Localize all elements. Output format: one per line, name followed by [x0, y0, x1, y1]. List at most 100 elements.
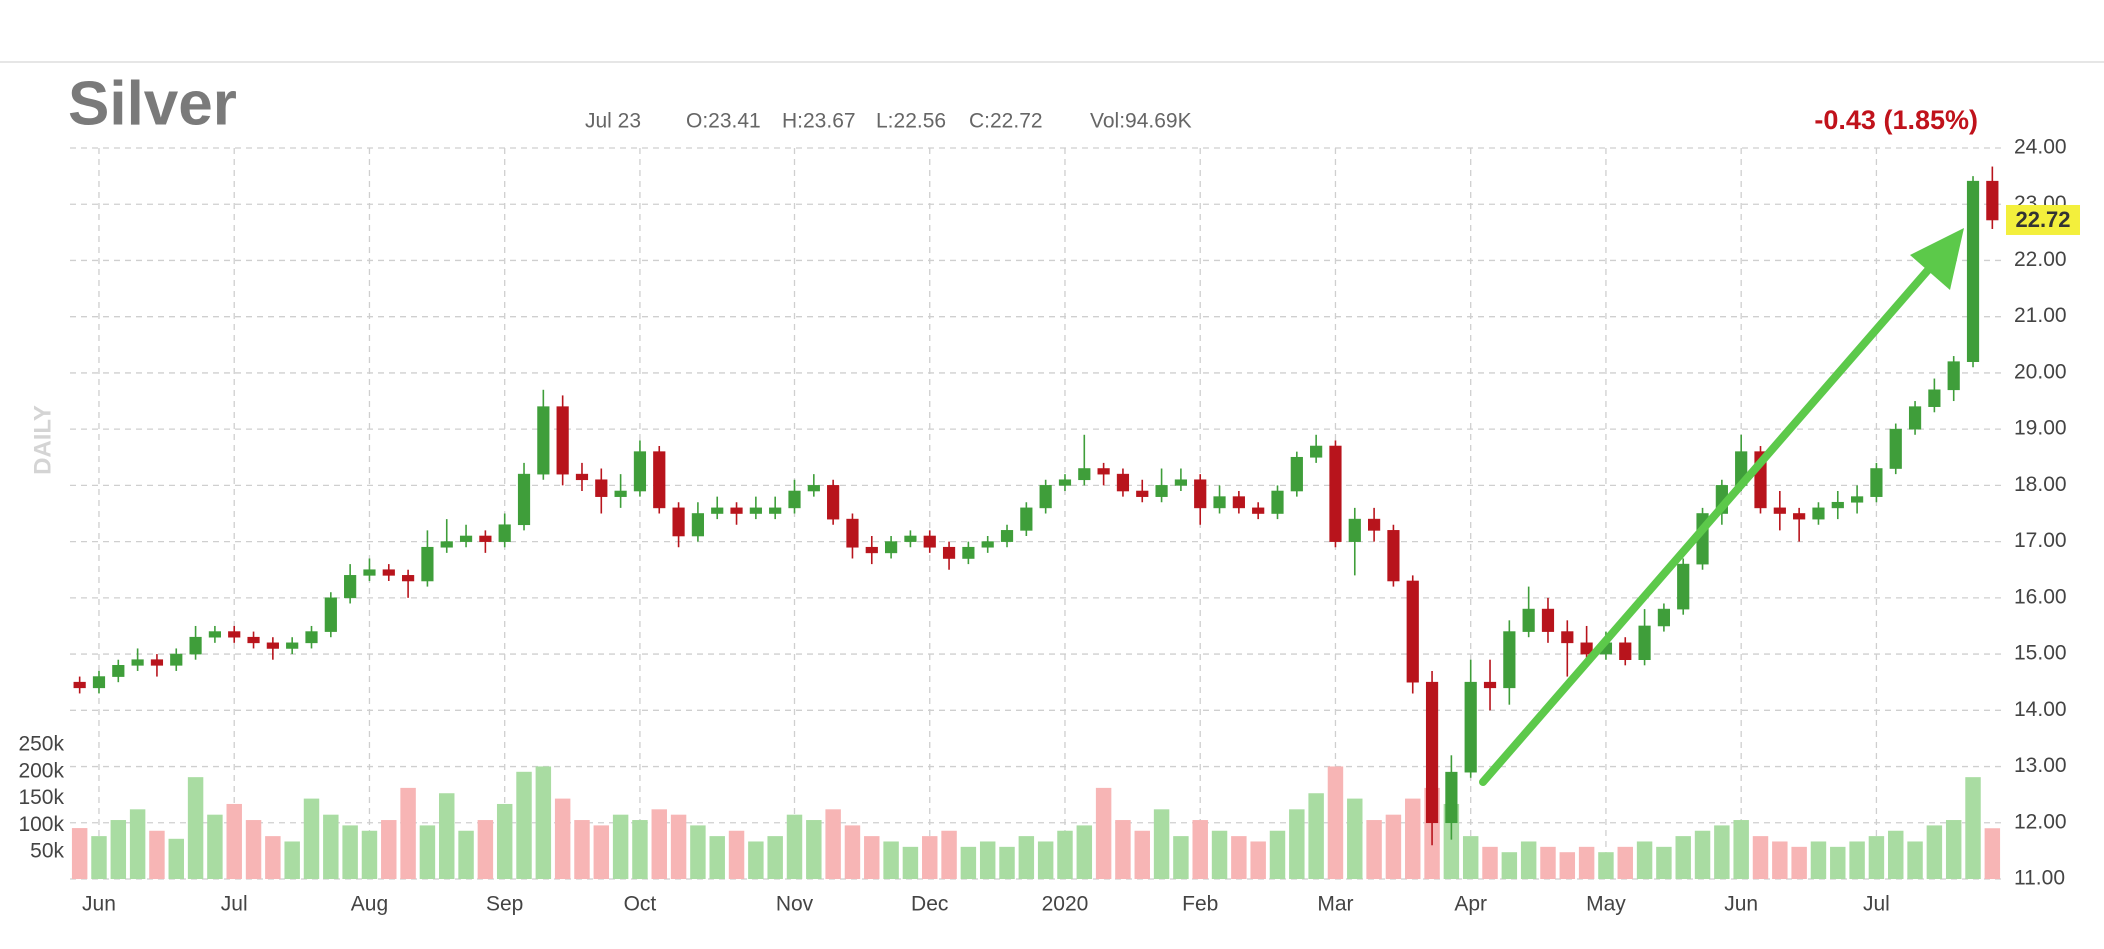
- y-tick-label: 11.00: [2014, 867, 2065, 890]
- volume-label: Vol:94.69K: [1090, 110, 1192, 133]
- volume-bar: [1501, 852, 1518, 879]
- volume-bar: [1945, 820, 1962, 879]
- candle-body: [1503, 631, 1516, 689]
- x-tick-label: Apr: [1454, 893, 1487, 916]
- candle-body: [1851, 496, 1864, 503]
- y-tick-label: 20.00: [2014, 360, 2067, 383]
- volume-bar: [709, 836, 725, 879]
- candle-body: [1290, 456, 1303, 492]
- low-label: L:22.56: [876, 110, 946, 133]
- candle-body: [266, 642, 279, 649]
- y-tick-label: 17.00: [2014, 529, 2067, 552]
- candle-body: [1387, 530, 1400, 582]
- candle-body: [228, 631, 241, 638]
- change-label: -0.43 (1.85%): [1814, 105, 1978, 135]
- candle-body: [1889, 428, 1902, 469]
- volume-bar: [1675, 836, 1691, 879]
- x-tick-label: Feb: [1182, 893, 1218, 916]
- candle-body: [517, 473, 531, 526]
- volume-bar: [149, 830, 165, 879]
- candle-body: [498, 524, 511, 542]
- candle-body: [1310, 445, 1323, 458]
- x-tick-label: Mar: [1317, 893, 1353, 916]
- candle-body: [1348, 518, 1361, 542]
- volume-bar: [361, 830, 378, 879]
- candle-body: [1020, 507, 1033, 531]
- volume-bar: [1115, 820, 1131, 879]
- candle-body: [1812, 507, 1825, 520]
- volume-bar: [91, 836, 107, 879]
- candle-body: [1561, 631, 1574, 644]
- candle-body: [170, 653, 183, 666]
- volume-bars: [71, 766, 2001, 879]
- volume-bar: [1830, 846, 1846, 879]
- volume-bar: [748, 841, 764, 879]
- volume-bar: [1250, 841, 1266, 879]
- volume-bar: [284, 841, 300, 879]
- candle-body: [846, 518, 859, 548]
- volume-bar: [1888, 830, 1904, 879]
- x-tick-label: Jul: [221, 893, 248, 916]
- candle-body: [1329, 445, 1342, 542]
- volume-bar: [1482, 846, 1498, 879]
- candle-body: [1232, 496, 1245, 509]
- volume-bar: [265, 836, 281, 879]
- volume-bar: [1559, 852, 1576, 879]
- candle-body: [556, 406, 569, 475]
- candle-body: [1252, 507, 1265, 514]
- candle-body: [633, 451, 647, 492]
- candle-body: [1194, 479, 1207, 509]
- volume-bar: [400, 787, 416, 879]
- y-tick-label: 16.00: [2014, 585, 2067, 608]
- candles: [73, 166, 1999, 846]
- volume-bar: [342, 825, 358, 879]
- candle-body: [1908, 406, 1922, 430]
- candle-body: [1155, 485, 1168, 497]
- y-tick-label: 14.00: [2014, 698, 2067, 721]
- volume-bar: [1849, 841, 1865, 879]
- x-tick-label: Jul: [1863, 893, 1890, 916]
- volume-bar: [1656, 846, 1672, 879]
- volume-bar: [187, 777, 204, 879]
- volume-bar: [1018, 836, 1035, 879]
- volume-bar: [1095, 787, 1112, 879]
- volume-bar: [1289, 809, 1305, 879]
- candle-body: [1986, 180, 1999, 221]
- candle-body: [421, 546, 434, 582]
- candle-body: [286, 642, 299, 649]
- candle-body: [1657, 608, 1670, 627]
- volume-bar: [632, 820, 648, 879]
- volume-bar: [728, 830, 745, 879]
- volume-bar: [1714, 825, 1730, 879]
- candle-body: [923, 535, 936, 548]
- volume-bar: [1327, 766, 1344, 879]
- last-price-marker: [2006, 204, 2080, 235]
- volume-bar: [207, 814, 223, 879]
- y-tick-label: 12.00: [2014, 810, 2067, 833]
- volume-bar: [381, 820, 397, 879]
- volume-bar: [554, 798, 571, 879]
- volume-bar: [593, 825, 610, 879]
- volume-bar: [922, 836, 938, 879]
- volume-bar: [535, 766, 552, 879]
- volume-bar: [1153, 809, 1170, 879]
- candle-body: [247, 636, 260, 644]
- arrow-shaft: [1479, 258, 1939, 786]
- volume-bar: [1308, 793, 1324, 879]
- volume-bar: [1965, 777, 1981, 879]
- candle-body: [112, 665, 125, 677]
- candle-body: [1425, 681, 1439, 824]
- volume-bar: [1385, 814, 1402, 879]
- y-tick-label: 13.00: [2014, 754, 2067, 777]
- candle-body: [1078, 468, 1091, 481]
- volume-bar: [902, 846, 919, 879]
- candle-body: [1619, 642, 1632, 660]
- candle-body: [1464, 681, 1477, 773]
- candle-body: [208, 631, 221, 638]
- candle-body: [1271, 490, 1284, 514]
- y-tick-label: 19.00: [2014, 417, 2067, 440]
- volume-bar: [1694, 830, 1711, 879]
- volume-bar: [1772, 841, 1788, 879]
- volume-tick-label: 200k: [18, 759, 64, 782]
- candle-body: [1445, 771, 1458, 824]
